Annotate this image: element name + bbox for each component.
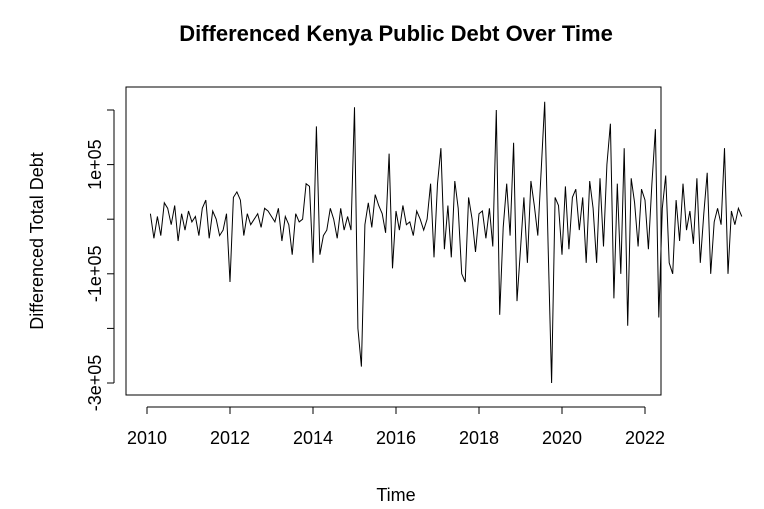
x-tick-label: 2016 — [376, 428, 416, 448]
series-layer — [149, 101, 743, 384]
x-axis: 2010 2012 2014 2016 2018 2020 2022 — [127, 406, 665, 448]
plot-frame — [125, 86, 662, 396]
y-axis-label: Differenced Total Debt — [27, 152, 47, 329]
x-tick-label: 2012 — [210, 428, 250, 448]
y-tick-label: -1e+05 — [85, 246, 105, 303]
x-tick-label: 2010 — [127, 428, 167, 448]
chart-title: Differenced Kenya Public Debt Over Time — [179, 21, 613, 46]
y-tick-label: -3e+05 — [85, 355, 105, 412]
x-tick-label: 2022 — [625, 428, 665, 448]
series-line — [149, 101, 743, 384]
x-tick-label: 2014 — [293, 428, 333, 448]
x-tick-label: 2018 — [459, 428, 499, 448]
x-tick-label: 2020 — [542, 428, 582, 448]
y-tick-label: 1e+05 — [85, 139, 105, 190]
x-axis-label: Time — [376, 485, 415, 505]
y-axis: -3e+05 -1e+05 1e+05 — [85, 109, 115, 412]
